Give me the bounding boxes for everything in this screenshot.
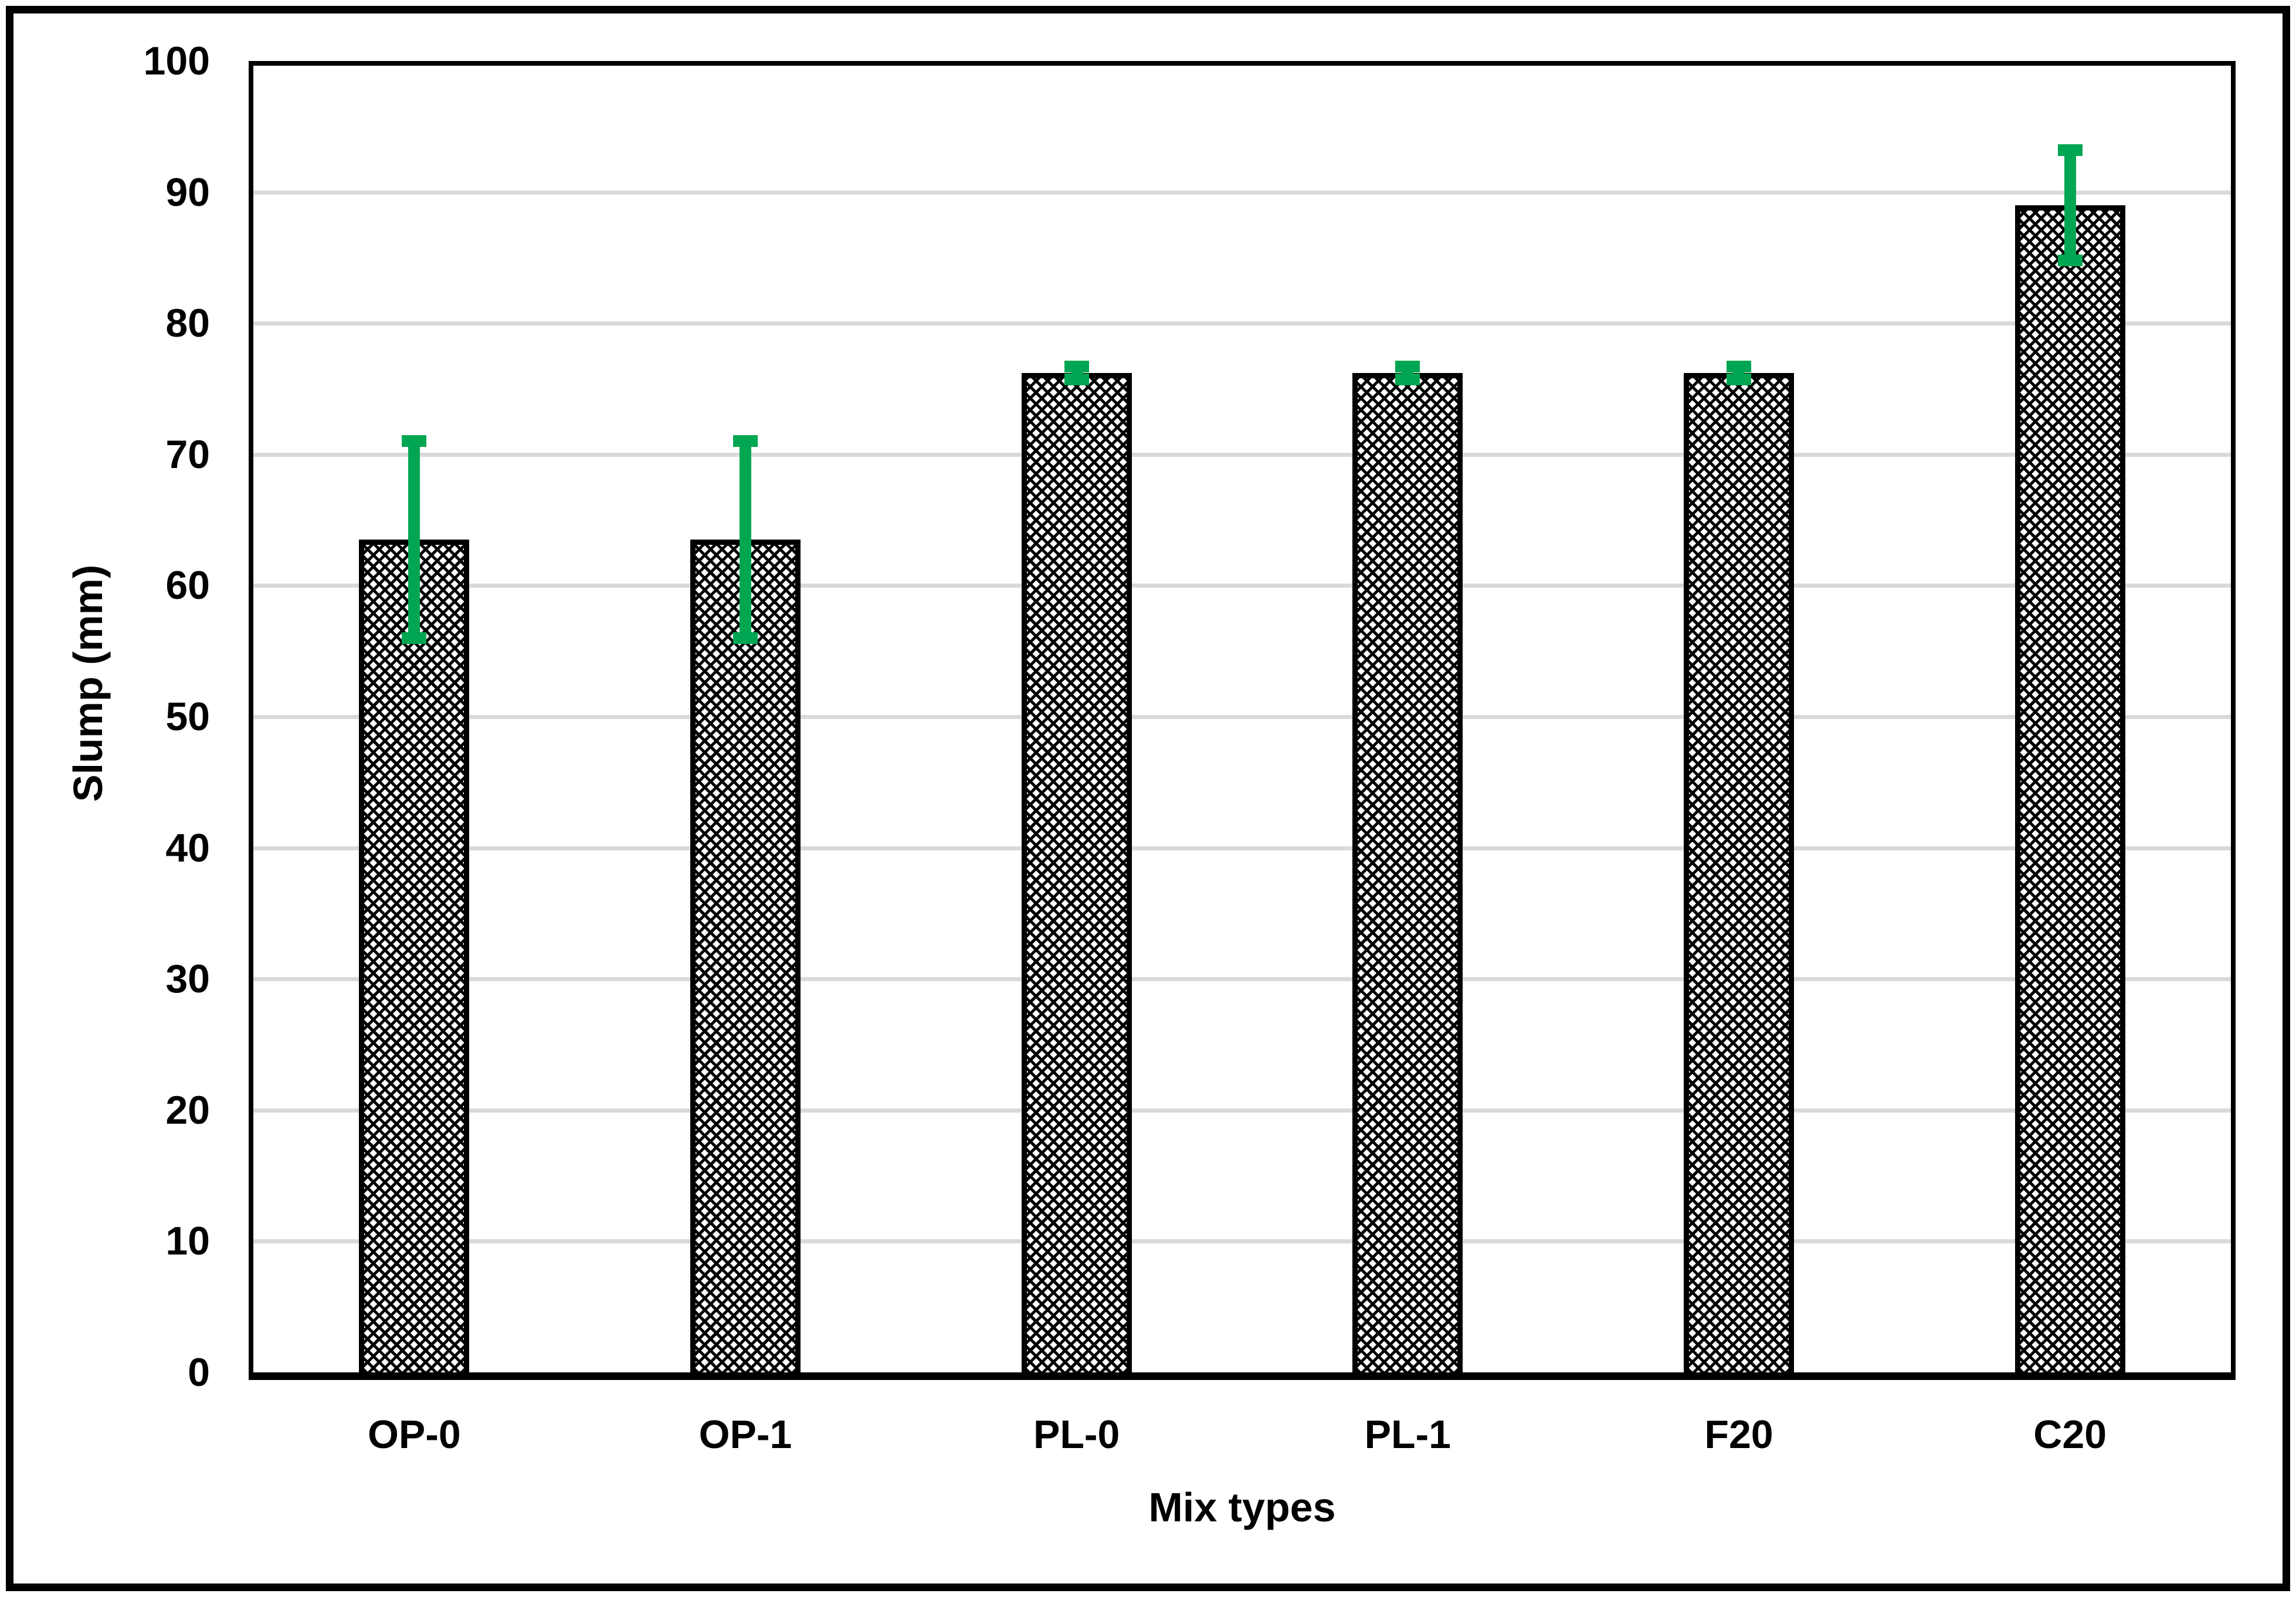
error-bar-line-C20 [2064,150,2076,260]
error-bar-cap-top-PL-1 [1395,360,1420,372]
bar-PL-1 [1352,373,1463,1372]
bar-OP-1 [690,540,801,1372]
error-bar-cap-top-PL-0 [1064,360,1089,372]
gridline-y-50 [253,715,2231,719]
x-category-label-PL-0: PL-0 [1033,1412,1120,1457]
y-tick-label-100: 100 [143,39,210,83]
bar-F20 [1684,373,1794,1372]
bar-C20 [2014,205,2125,1372]
error-bar-cap-top-F20 [1727,360,1751,372]
error-bar-cap-bottom-C20 [2057,254,2083,266]
plot-area [249,61,2236,1380]
x-category-label-C20: C20 [2033,1412,2107,1457]
error-bar-cap-top-OP-0 [402,435,427,447]
y-tick-label-80: 80 [165,301,210,346]
gridline-y-10 [253,1239,2231,1244]
figure-border-frame [6,6,2290,1591]
y-tick-label-50: 50 [165,694,210,739]
y-tick-label-70: 70 [165,432,210,477]
error-bar-line-OP-1 [740,441,751,638]
gridline-y-60 [253,584,2231,588]
y-tick-label-0: 0 [188,1350,210,1395]
x-category-label-OP-1: OP-1 [698,1412,792,1457]
error-bar-cap-bottom-OP-1 [733,632,758,644]
error-bar-cap-top-OP-1 [733,435,758,447]
bar-PL-0 [1021,373,1132,1372]
y-tick-label-30: 30 [165,957,210,1002]
error-bar-cap-bottom-F20 [1727,374,1751,386]
error-bar-cap-bottom-PL-0 [1064,374,1089,386]
gridline-y-40 [253,846,2231,850]
gridline-y-80 [253,321,2231,326]
y-tick-label-20: 20 [165,1087,210,1133]
error-bar-cap-bottom-PL-1 [1395,374,1420,386]
y-tick-label-10: 10 [165,1219,210,1264]
y-tick-label-40: 40 [165,825,210,870]
gridline-y-90 [253,190,2231,195]
gridline-y-30 [253,977,2231,982]
x-axis-title: Mix types [1148,1484,1336,1530]
x-category-label-OP-0: OP-0 [367,1412,461,1457]
bar-OP-0 [359,540,470,1372]
y-tick-label-60: 60 [165,563,210,608]
y-tick-label-90: 90 [165,169,210,215]
x-category-label-F20: F20 [1704,1412,1773,1457]
error-bar-line-OP-0 [408,441,420,638]
x-category-label-PL-1: PL-1 [1364,1412,1451,1457]
gridline-y-20 [253,1108,2231,1113]
error-bar-cap-top-C20 [2057,144,2083,157]
error-bar-cap-bottom-OP-0 [402,632,427,644]
gridline-y-70 [253,452,2231,457]
